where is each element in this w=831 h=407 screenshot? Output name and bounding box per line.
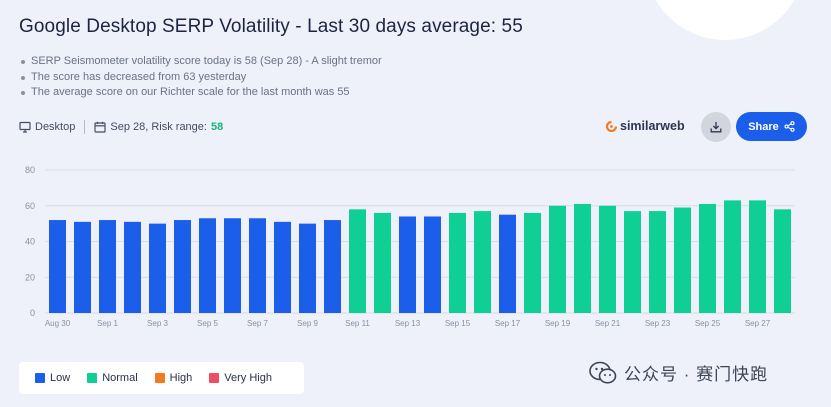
x-tick-label: Sep 25 (695, 319, 721, 328)
bar-sep-17 (499, 214, 516, 313)
x-tick-label: Sep 1 (97, 319, 118, 328)
bar-sep-10 (324, 220, 341, 313)
bar-sep-9 (299, 223, 316, 313)
bar-sep-22 (624, 211, 641, 313)
bar-sep-27 (749, 200, 766, 313)
bar-sep-19 (549, 205, 566, 313)
summary-list: SERP Seismometer volatility score today … (19, 54, 382, 101)
legend-label: Very High (224, 372, 272, 384)
share-button[interactable]: Share (736, 112, 807, 141)
share-icon (784, 121, 795, 132)
volatility-chart: 0 20 40 60 80 Aug 30 Sep 1 Sep 3 Sep 5 Sep 7 Sep 9… (25, 165, 795, 328)
legend-swatch-high (154, 373, 165, 383)
bar-sep-13 (399, 216, 416, 313)
legend-swatch-low (35, 373, 45, 383)
bar-sep-16 (474, 211, 491, 313)
x-tick-label: Sep 9 (297, 319, 318, 328)
bar-sep-20 (574, 203, 591, 313)
legend: Low Normal High Very High (19, 362, 304, 394)
bar-sep-7 (249, 218, 266, 313)
x-tick-label: Sep 21 (595, 319, 621, 328)
risk-value: 58 (210, 121, 224, 133)
y-tick-label: 0 (30, 308, 35, 318)
wechat-icon (589, 361, 617, 384)
background-circle (645, 0, 805, 40)
bar-sep-5 (199, 218, 216, 313)
bar-sep-23 (649, 211, 666, 313)
bar-sep-25 (699, 203, 716, 313)
divider (84, 120, 86, 134)
x-tick-label: Sep 5 (197, 319, 218, 328)
x-tick-label: Sep 17 (495, 319, 521, 328)
legend-label: Low (50, 372, 71, 384)
y-tick-label: 40 (25, 237, 35, 247)
page-title: Google Desktop SERP Volatility - Last 30… (19, 16, 523, 37)
calendar-icon (94, 121, 106, 133)
bar-sep-2 (124, 221, 141, 313)
legend-item-normal[interactable]: Normal (87, 372, 138, 384)
download-button[interactable] (701, 112, 731, 142)
brand: similarweb (606, 119, 685, 133)
y-tick-label: 60 (25, 201, 35, 211)
x-tick-label: Sep 7 (247, 319, 268, 328)
desktop-icon (19, 121, 31, 133)
bar-aug-31 (74, 221, 91, 313)
bar-sep-18 (524, 212, 541, 313)
download-icon (710, 122, 722, 133)
summary-item: SERP Seismometer volatility score today … (19, 54, 382, 70)
bar-sep-21 (599, 205, 616, 313)
bar-sep-14 (424, 216, 441, 313)
y-tick-label: 80 (25, 165, 35, 175)
bar-aug-30 (49, 220, 66, 313)
bar-sep-1 (99, 220, 116, 313)
bar-sep-28 (774, 209, 791, 313)
bar-sep-26 (724, 200, 741, 313)
x-tick-label: Sep 13 (395, 319, 421, 328)
bar-sep-15 (449, 212, 466, 313)
similarweb-logo-icon (606, 120, 617, 132)
brand-name: similarweb (620, 119, 685, 133)
bar-sep-11 (349, 209, 366, 313)
legend-swatch-very-high (209, 373, 220, 383)
watermark-text: 公众号 · 赛门快跑 (624, 365, 769, 384)
summary-item: The average score on our Richter scale f… (19, 85, 382, 101)
legend-swatch-normal (87, 373, 98, 383)
x-tick-label: Sep 15 (445, 319, 471, 328)
summary-item: The score has decreased from 63 yesterda… (19, 70, 382, 86)
bar-sep-3 (149, 223, 166, 313)
y-tick-label: 20 (25, 272, 35, 282)
x-tick-label: Sep 27 (745, 319, 771, 328)
x-tick-label: Aug 30 (45, 319, 71, 328)
legend-label: Normal (102, 372, 138, 384)
x-tick-label: Sep 3 (147, 319, 168, 328)
bar-sep-12 (374, 212, 391, 313)
device-label: Desktop (35, 121, 76, 133)
bar-sep-8 (274, 221, 291, 313)
bar-sep-6 (224, 218, 241, 313)
meta-bar: Desktop Sep 28, Risk range: 58 (19, 119, 223, 135)
date-risk-label: Sep 28, Risk range: (110, 121, 207, 133)
legend-label: High (169, 372, 193, 384)
bar-sep-24 (674, 207, 691, 313)
share-label: Share (748, 120, 779, 133)
bar-sep-4 (174, 220, 191, 313)
legend-item-high[interactable]: High (154, 372, 193, 384)
legend-item-low[interactable]: Low (35, 372, 70, 384)
x-tick-label: Sep 23 (645, 319, 671, 328)
watermark: 公众号 · 赛门快跑 (589, 360, 768, 385)
legend-item-very-high[interactable]: Very High (209, 372, 272, 384)
x-tick-label: Sep 11 (345, 319, 370, 328)
x-tick-label: Sep 19 (545, 319, 571, 328)
